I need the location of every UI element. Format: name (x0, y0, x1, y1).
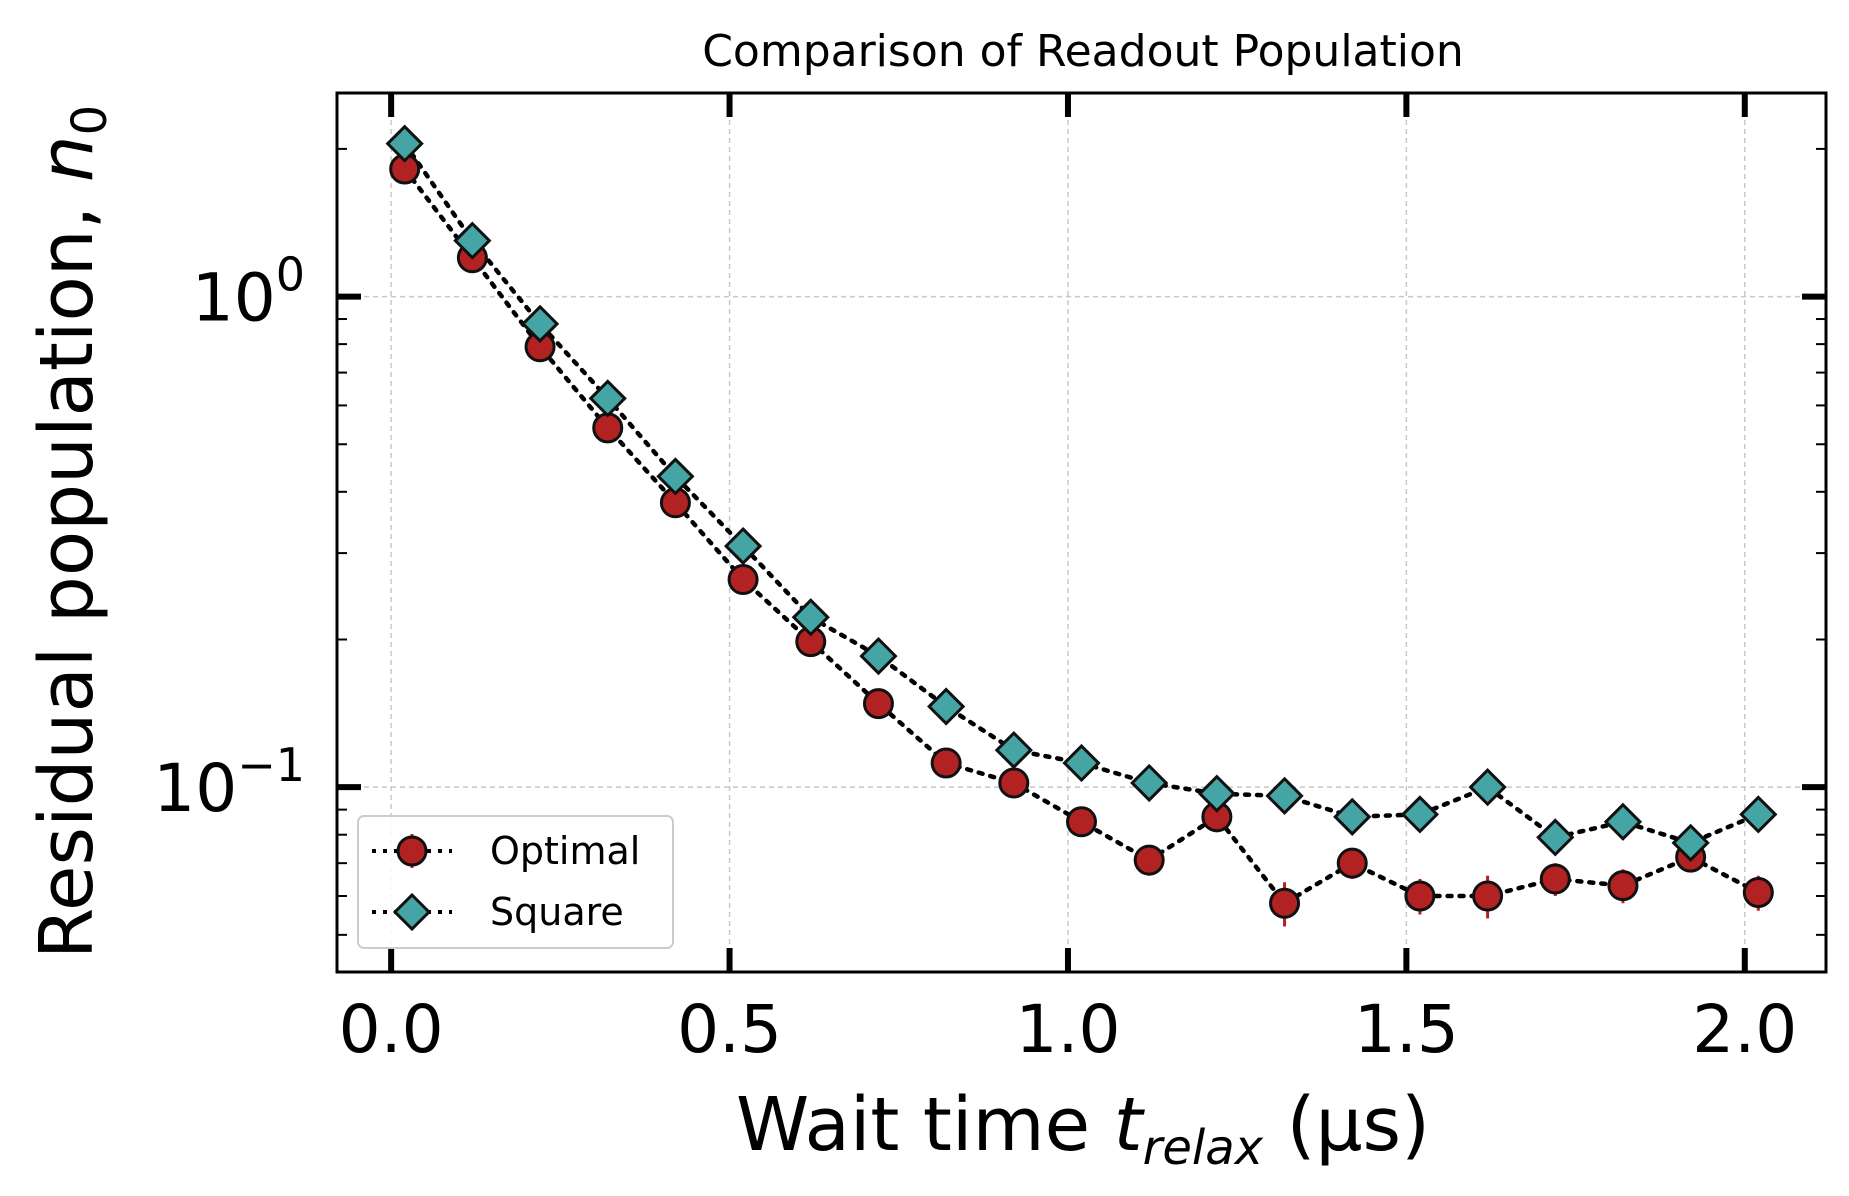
data-point-square (656, 457, 695, 496)
plot-frame (335, 91, 1828, 974)
data-point-square (588, 379, 627, 418)
legend-marker-square (392, 892, 432, 932)
series-layer (385, 124, 1778, 927)
data-point-square (385, 124, 424, 163)
data-point-square (723, 526, 763, 566)
data-point-square (1603, 802, 1643, 841)
data-point-optimal (1133, 844, 1165, 876)
data-point-square (927, 687, 966, 726)
data-point-square (520, 304, 560, 343)
data-point-optimal (1539, 863, 1571, 895)
x-tick-label: 1.5 (1354, 991, 1459, 1068)
data-point-square (1062, 743, 1101, 783)
data-point-optimal (1336, 847, 1368, 879)
major-ticks (337, 93, 1826, 972)
data-point-square (791, 598, 830, 637)
data-point-optimal (1269, 887, 1301, 919)
data-point-optimal (862, 688, 894, 720)
y-tick-labels: 100 10−1 (153, 248, 305, 828)
data-point-optimal (998, 767, 1030, 799)
legend-label-optimal: Optimal (490, 829, 640, 873)
x-axis-label: Wait time trelax (µs) (736, 1082, 1430, 1176)
data-point-square (1197, 774, 1236, 813)
data-point-square (859, 636, 898, 676)
data-point-square (1400, 795, 1440, 834)
data-point-square (994, 730, 1033, 770)
legend-item-optimal: Optimal (372, 829, 640, 873)
x-tick-label: 2.0 (1692, 991, 1797, 1068)
data-point-square (1265, 776, 1304, 815)
legend: Optimal Square (357, 815, 674, 949)
y-tick-label: 100 (192, 248, 305, 337)
x-tick-label: 0.5 (677, 991, 782, 1068)
x-tick-label: 0.0 (339, 991, 444, 1068)
data-point-optimal (592, 412, 624, 444)
data-point-optimal (930, 747, 962, 779)
data-point-square (1739, 795, 1778, 834)
data-point-optimal (1404, 880, 1436, 912)
x-tick-labels: 0.0 0.5 1.0 1.5 2.0 (339, 991, 1798, 1068)
data-point-square (1671, 823, 1710, 862)
data-point-optimal (1742, 876, 1774, 908)
x-tick-label: 1.0 (1015, 991, 1120, 1068)
data-point-square (1468, 768, 1507, 807)
y-tick-label: 10−1 (153, 738, 305, 827)
data-point-optimal (1472, 880, 1504, 912)
legend-item-square: Square (372, 890, 624, 934)
data-point-square (1130, 763, 1169, 803)
series-line-optimal (402, 166, 1761, 907)
data-point-square (1333, 797, 1372, 836)
y-axis-label: Residual population, n0 (24, 105, 118, 959)
data-point-optimal (727, 564, 759, 596)
legend-marker-optimal (396, 835, 428, 867)
data-point-optimal (1607, 870, 1639, 902)
legend-label-square: Square (490, 890, 624, 934)
minor-ticks (337, 147, 1826, 936)
data-point-square (1536, 818, 1575, 857)
data-point-optimal (1066, 806, 1097, 838)
data-point-square (453, 221, 492, 260)
legend-box (357, 815, 674, 949)
chart-title: Comparison of Readout Population (702, 26, 1464, 77)
